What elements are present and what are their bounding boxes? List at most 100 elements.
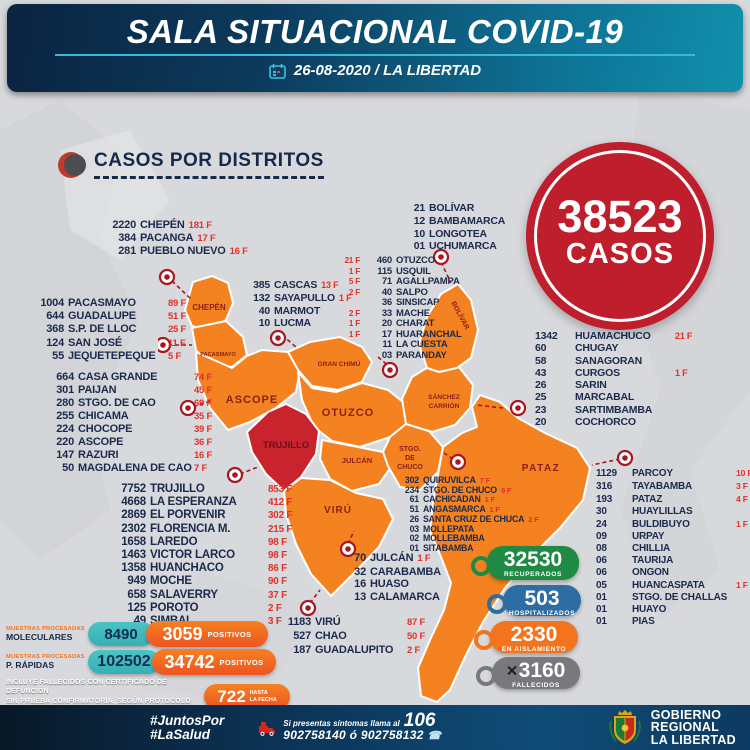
district-row: 01 SITABAMBA xyxy=(395,542,539,554)
district-cases: 1183 xyxy=(287,616,311,628)
district-row: 280 STGO. DE CAO 69 F xyxy=(40,397,212,410)
header-banner: SALA SITUACIONAL COVID-19 26-08-2020 / L… xyxy=(7,4,743,92)
district-row: 03 PARANDAY xyxy=(336,349,462,362)
district-cases: 13 xyxy=(354,590,366,603)
district-group-trujillo: 7752 TRUJILLO 853 F 4668 LA ESPERANZA 412 F 28… xyxy=(106,483,292,628)
map-label-stgo-3: CHUCO xyxy=(397,464,423,471)
district-row: 26 SARIN xyxy=(535,379,692,391)
samples-positive-label: POSITIVOS xyxy=(219,657,264,667)
recovered-badge: 32530 RECUPERADOS xyxy=(471,546,579,580)
district-row: 255 CHICAMA 35 F xyxy=(40,410,212,423)
district-name: HUAYO xyxy=(632,604,667,615)
district-cases: 01 xyxy=(596,592,607,603)
district-name: JULCÁN xyxy=(370,552,414,564)
hotline-number: 106 xyxy=(403,709,436,731)
district-cases: 11 xyxy=(382,339,392,350)
district-name: SANAGORAN xyxy=(575,354,643,367)
district-name: POROTO xyxy=(150,601,199,614)
gov-line-3: LA LIBERTAD xyxy=(650,732,736,747)
district-group-pacasmayo: 1004 PACASMAYO 89 F 644 GUADALUPE 51 F 368 S.P.… xyxy=(24,297,186,363)
district-cases: 132 xyxy=(253,291,270,304)
district-name: FLORENCIA M. xyxy=(150,522,231,535)
district-cases: 1463 xyxy=(121,549,146,562)
district-deaths: 1 F xyxy=(417,553,431,564)
deceased-label: FALLECIDOS xyxy=(512,682,560,689)
samples-row-rapid: MUESTRAS PROCESADAS P. RÁPIDAS 102502 34… xyxy=(6,649,276,675)
district-row: 01 PIAS xyxy=(596,616,750,628)
district-cases: 10 xyxy=(258,317,270,330)
title-underline xyxy=(55,54,695,56)
district-name: PAIJAN xyxy=(78,384,117,396)
district-cases: 25 xyxy=(535,391,547,404)
district-cases: 2302 xyxy=(121,522,146,535)
map-trujillo xyxy=(246,403,320,492)
district-name: GUADALUPITO xyxy=(315,643,394,656)
district-group-ascope: 664 CASA GRANDE 74 F 301 PAIJAN 45 F 280 STGO. … xyxy=(40,371,212,475)
district-name: SARTIMBAMBA xyxy=(575,403,653,416)
district-name: MARCABAL xyxy=(575,391,635,404)
gov-line-1: GOBIERNO xyxy=(650,707,722,722)
district-deaths: 853 F xyxy=(268,484,293,495)
district-name: MACHE xyxy=(396,307,430,319)
district-row: 132 SAYAPULLO 1 F xyxy=(244,291,352,305)
district-name: MOLLEPATA xyxy=(423,523,474,534)
district-deaths: 302 F xyxy=(268,510,293,522)
district-cases: 21 xyxy=(413,202,425,214)
district-cases: 220 xyxy=(56,436,74,448)
districts-bullet-icon xyxy=(58,152,86,178)
district-cases: 385 xyxy=(253,279,270,291)
district-row: 187 GUADALUPITO 2 F xyxy=(281,644,425,658)
district-group-julcan: 70 JULCÁN 1 F 32 CARABAMBA 16 HUASO 13 CALAMARCA xyxy=(348,552,445,603)
total-cases-badge: 38523 CASOS xyxy=(526,142,714,330)
district-deaths: 98 F xyxy=(268,550,287,562)
district-cases: 03 xyxy=(381,349,392,361)
district-name: STGO. DE CHUCO xyxy=(423,484,497,495)
district-name: LA ESPERANZA xyxy=(150,496,237,509)
district-row: 03 MOLLEPATA xyxy=(395,523,539,535)
district-row: 1129 PARCOY 10 F xyxy=(596,467,750,480)
district-cases: 03 xyxy=(409,523,420,534)
district-row: 21 BOLÍVAR xyxy=(407,202,509,215)
district-deaths: 11 F xyxy=(168,337,186,349)
map-ascope xyxy=(195,349,301,431)
district-name: HUARANCHAL xyxy=(396,328,462,340)
district-row: 26 SANTA CRUZ DE CHUCA 2 F xyxy=(395,513,539,525)
district-cases: 01 xyxy=(596,616,607,627)
note-line-1: INCLUYE FALLECIDOS CON CERTIFICADO DE DE… xyxy=(6,679,167,696)
district-cases: 125 xyxy=(127,601,146,614)
isolation-badge: 2330 EN AISLAMIENTO xyxy=(474,621,578,653)
district-deaths: 1 F xyxy=(339,292,352,303)
total-cases-label: CASOS xyxy=(565,238,675,270)
district-deaths: 3 F xyxy=(736,481,748,491)
district-name: EL PORVENIR xyxy=(150,509,226,522)
district-cases: 70 xyxy=(354,552,366,564)
district-row: 368 S.P. DE LLOC 25 F xyxy=(24,323,186,336)
district-deaths: 215 F xyxy=(268,523,293,535)
district-name: SALAVERRY xyxy=(150,588,218,601)
district-deaths: 2 F xyxy=(348,287,360,297)
district-cases: 23 xyxy=(535,403,547,416)
hospitalized-badge: 503 HOSPITALIZADOS xyxy=(487,585,581,617)
page-title: SALA SITUACIONAL COVID-19 xyxy=(126,13,624,50)
district-name: QUIRUVILCA xyxy=(423,475,476,485)
district-deaths: 3 F xyxy=(268,616,282,628)
district-cases: 255 xyxy=(56,410,74,422)
map-label-viru: VIRÚ xyxy=(324,503,352,516)
map-label-pacasmayo: PACASMAYO xyxy=(200,352,236,358)
district-name: SITABAMBA xyxy=(423,542,474,553)
gov-line-2: REGIONAL xyxy=(650,720,720,735)
district-deaths: 86 F xyxy=(268,563,287,575)
district-cases: 43 xyxy=(535,366,547,379)
district-row: 09 URPAY xyxy=(596,531,750,543)
symptoms-text: Si presentas síntomas llama al xyxy=(283,719,400,729)
district-row: 2 F 33 MACHE xyxy=(336,307,462,320)
district-cases: 26 xyxy=(409,513,420,524)
section-title: CASOS POR DISTRITOS xyxy=(94,150,324,179)
district-row: 1183 VIRÚ 87 F xyxy=(281,616,425,630)
deceased-value: 3160 xyxy=(518,659,566,682)
district-deaths: 87 F xyxy=(407,617,426,628)
map-label-gran-chimu: GRAN CHIMÚ xyxy=(318,359,361,368)
district-row: 05 HUANCASPATA 1 F xyxy=(596,579,750,592)
district-deaths: 35 F xyxy=(194,411,213,422)
